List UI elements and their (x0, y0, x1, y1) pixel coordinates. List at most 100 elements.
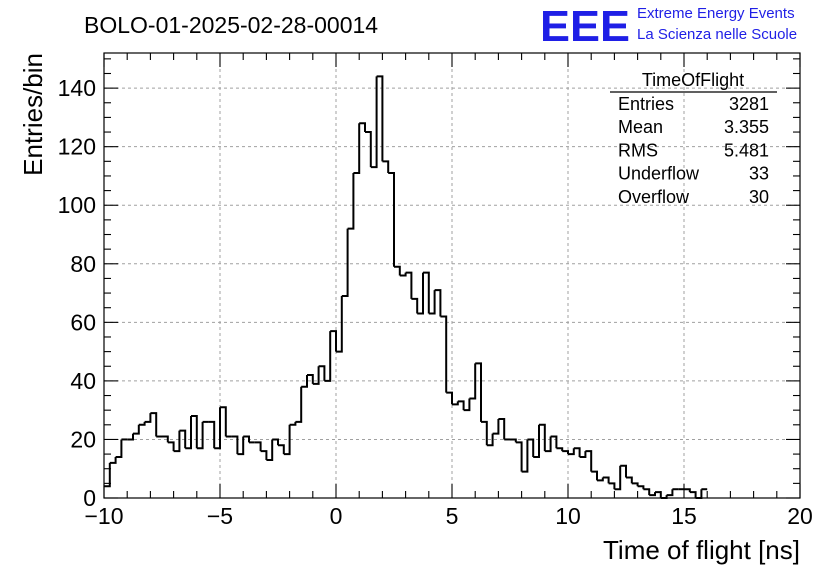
histogram-bin (266, 439, 274, 461)
stats-box-title: TimeOfFlight (642, 70, 744, 90)
histogram-bin (324, 331, 332, 382)
y-tick-label: 40 (70, 368, 96, 394)
histogram-bin (562, 450, 569, 455)
histogram-bin (104, 462, 111, 488)
histogram-bin (417, 272, 424, 315)
histogram-bin (307, 374, 314, 384)
histogram-bin (411, 297, 419, 314)
stats-box: TimeOfFlight Entries 3281 Mean 3.355 RMS 5.48… (610, 70, 777, 207)
histogram-bin (312, 366, 320, 385)
histogram-bin (109, 457, 117, 464)
histogram-bin (272, 438, 279, 446)
histogram-bin (260, 450, 268, 460)
histogram (104, 75, 708, 499)
x-tick-labels: −10 −5 0 5 10 15 20 (84, 503, 812, 529)
stats-value: 5.481 (724, 140, 769, 160)
histogram-bin (388, 172, 395, 267)
histogram-bin (614, 465, 622, 491)
histogram-bin (254, 441, 262, 452)
y-tick-label: 100 (58, 192, 96, 218)
histogram-bin (185, 416, 192, 450)
histogram-bin (626, 476, 633, 484)
histogram-bin (533, 424, 540, 459)
y-tick-label: 80 (70, 251, 96, 277)
x-tick-label: 10 (555, 503, 581, 529)
stats-label: Entries (618, 94, 674, 114)
histogram-bin (498, 417, 506, 440)
x-tick-label: 20 (787, 503, 813, 529)
histogram-bin (301, 375, 308, 388)
histogram-bin (289, 421, 297, 426)
histogram-bin (173, 430, 181, 453)
stats-label: Mean (618, 117, 663, 137)
histogram-bin (463, 398, 471, 412)
histogram-bin (208, 420, 216, 449)
y-tick-labels: 0 20 40 60 80 100 120 140 (58, 75, 96, 511)
histogram-bin (370, 76, 378, 169)
histogram-bin (602, 476, 610, 484)
histogram-bin (138, 421, 146, 426)
org-name-line2: La Scienza nelle Scuole (637, 26, 797, 43)
histogram-bin (150, 412, 158, 437)
histogram-bin (689, 491, 697, 498)
histogram-bin (318, 365, 326, 381)
histogram-bin (591, 470, 598, 481)
stats-value: 3.355 (724, 117, 769, 137)
axis-ticks (103, 53, 801, 499)
stats-label: RMS (618, 140, 658, 160)
histogram-bin (167, 441, 175, 452)
histogram-bin (196, 421, 204, 450)
stats-value: 33 (749, 164, 769, 184)
histogram-bin (394, 265, 401, 276)
x-tick-label: −10 (84, 503, 123, 529)
x-tick-label: 0 (330, 503, 343, 529)
y-axis-label: Entries/bin (18, 53, 48, 176)
histogram-bin (515, 441, 523, 472)
histogram-bin (620, 464, 627, 478)
histogram-bin (347, 173, 355, 230)
histogram-bin (475, 362, 482, 422)
histogram-bin (637, 485, 645, 490)
histogram-bin (237, 436, 245, 456)
histogram-bin (492, 418, 500, 435)
histogram-bin (469, 363, 477, 400)
histogram-bin (283, 424, 291, 456)
histogram-bin (133, 424, 140, 435)
histogram-bin (220, 406, 227, 437)
histogram-bin (336, 295, 343, 353)
histogram-bin (486, 433, 494, 447)
eee-logo: EEE (540, 2, 630, 51)
histogram-bin (556, 447, 564, 452)
histogram-bin (231, 435, 239, 455)
y-tick-label: 60 (70, 309, 96, 335)
histogram-bin (539, 423, 546, 452)
histogram-bin (527, 438, 535, 458)
histogram-bin (162, 435, 169, 443)
histogram-bin (191, 415, 198, 449)
histogram-bin (631, 482, 639, 487)
histogram-bin (544, 436, 552, 453)
histogram-bin (457, 400, 465, 411)
histogram-bin (179, 429, 187, 449)
histogram-bin (428, 290, 436, 315)
grid (104, 53, 800, 498)
y-tick-label: 20 (70, 426, 96, 452)
histogram-bin (341, 228, 349, 297)
histogram-bin (365, 131, 372, 168)
histogram-bin (144, 413, 152, 423)
histogram-bin (585, 450, 593, 472)
histogram-bin (278, 444, 285, 455)
histogram-bin (510, 438, 517, 443)
histogram-bin (608, 482, 616, 490)
histogram-bin (127, 433, 134, 441)
histogram-bin (481, 420, 488, 446)
histogram-bin (434, 289, 442, 317)
histogram-bin (568, 448, 575, 456)
histogram-bin (353, 123, 361, 175)
histogram-bin (666, 489, 674, 497)
histogram-bin (579, 451, 587, 459)
histogram-bin (243, 435, 250, 443)
x-tick-label: −5 (207, 503, 233, 529)
x-tick-label: 5 (446, 503, 459, 529)
